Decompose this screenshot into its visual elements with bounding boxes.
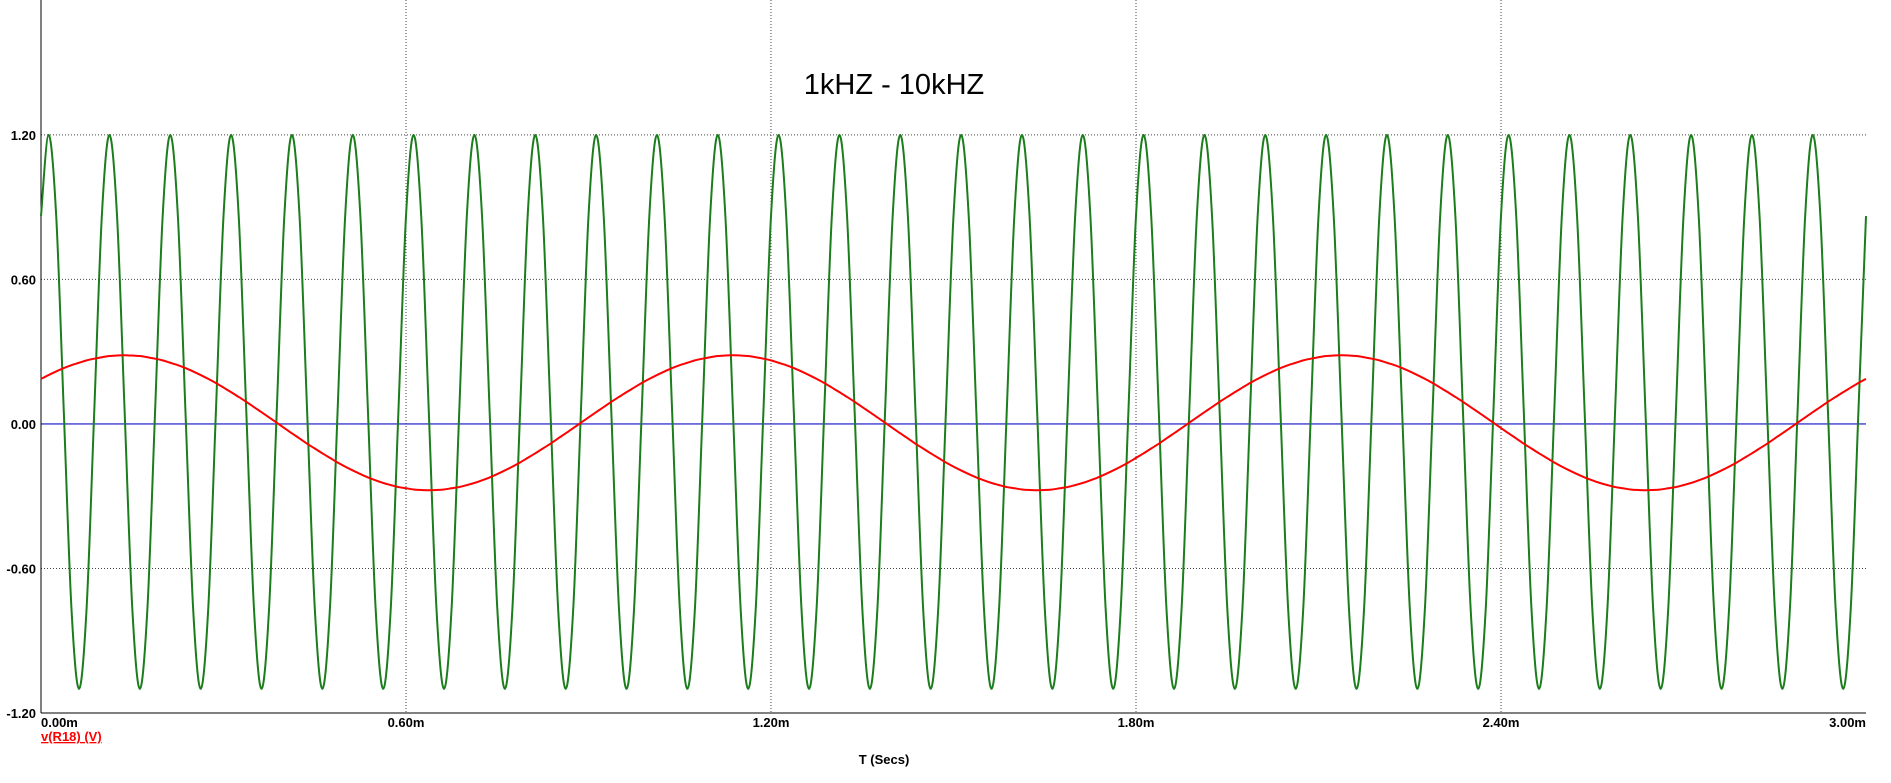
x-tick-label: 2.40m xyxy=(1483,715,1520,730)
y-tick-label: 1.20 xyxy=(11,128,36,143)
chart-title: 1kHZ - 10kHZ xyxy=(804,69,984,101)
x-tick-label: 3.00m xyxy=(1829,715,1866,730)
x-tick-label: 0.00m xyxy=(41,715,78,730)
series-line xyxy=(40,354,1867,492)
x-tick-label: 1.80m xyxy=(1118,715,1155,730)
y-tick-label: 0.60 xyxy=(11,272,36,287)
y-tick-label: -1.20 xyxy=(6,706,36,721)
series-line xyxy=(40,133,1867,690)
legend-entry: v(R18) (V) xyxy=(41,729,102,744)
x-tick-label: 1.20m xyxy=(753,715,790,730)
x-axis-label: T (Secs) xyxy=(859,752,910,767)
x-tick-label: 0.60m xyxy=(388,715,425,730)
y-tick-label: -0.60 xyxy=(6,561,36,576)
y-tick-label: 0.00 xyxy=(11,417,36,432)
